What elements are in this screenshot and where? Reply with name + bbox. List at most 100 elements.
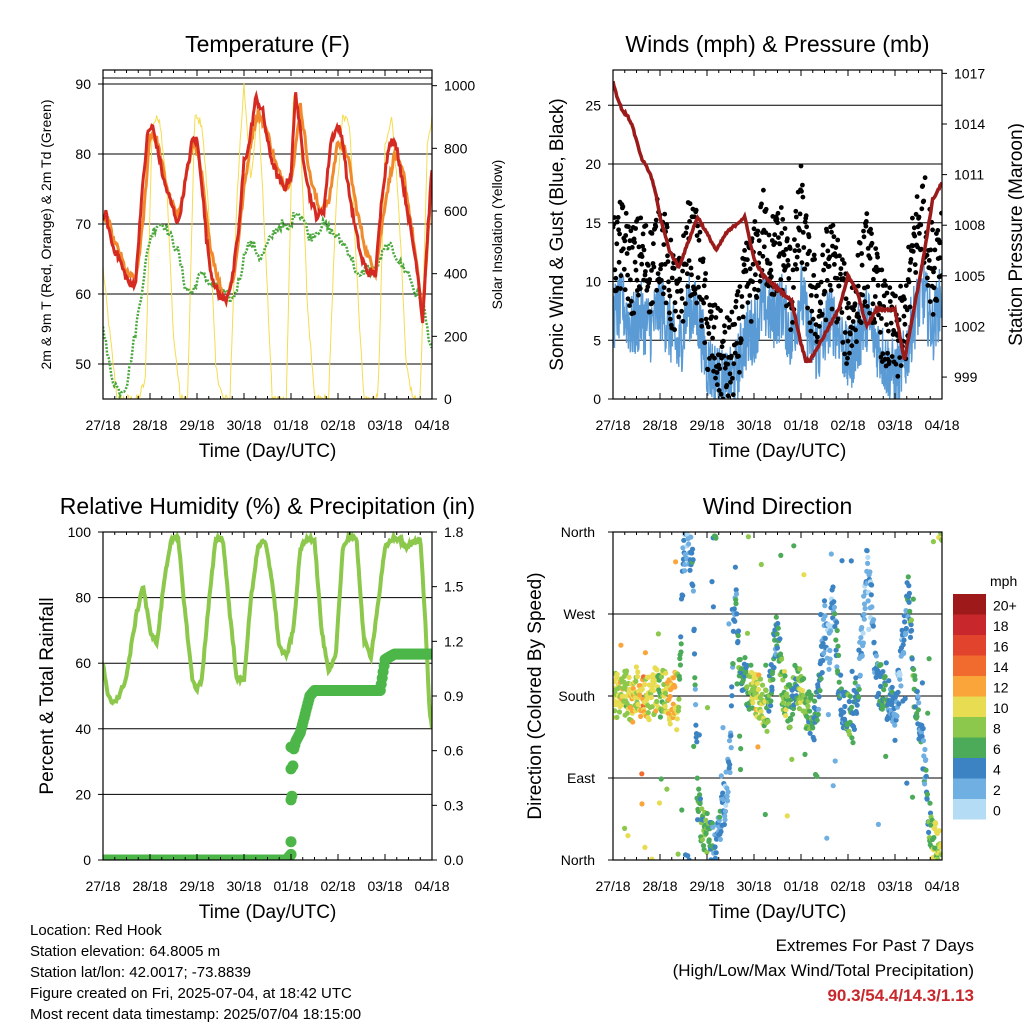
direction-point: [681, 537, 687, 543]
gust-point: [629, 245, 635, 250]
gust-point: [711, 324, 717, 330]
direction-ytick-label: West: [563, 606, 595, 622]
gust-point: [916, 214, 922, 220]
speed-legend-label: 8: [993, 720, 1001, 736]
direction-point: [789, 756, 795, 763]
gust-point: [800, 194, 806, 200]
gust-point: [651, 264, 657, 270]
gust-point: [872, 294, 878, 299]
direction-point: [693, 722, 699, 728]
direction-point: [817, 688, 823, 694]
gust-point: [651, 241, 656, 247]
direction-point: [637, 692, 643, 698]
temperature-xtick-label: 04/18: [414, 417, 449, 433]
gust-point: [859, 262, 865, 268]
direction-point: [883, 753, 889, 760]
direction-point: [833, 647, 839, 653]
gust-point: [843, 296, 849, 302]
winds-ytick-right-label: 1011: [954, 167, 984, 183]
direction-point: [831, 599, 837, 605]
direction-point: [654, 698, 660, 705]
gust-point: [868, 226, 873, 232]
gust-point: [854, 339, 859, 345]
direction-point: [820, 657, 826, 664]
gust-point: [665, 253, 670, 259]
gust-point: [724, 383, 730, 388]
direction-point: [846, 698, 852, 705]
direction-point: [852, 680, 858, 686]
direction-point: [914, 714, 920, 720]
speed-legend-swatch: [953, 778, 986, 799]
direction-point: [926, 829, 932, 836]
gust-point: [862, 299, 868, 305]
direction-point: [735, 633, 741, 639]
direction-point: [648, 694, 655, 701]
gust-point: [928, 247, 934, 253]
direction-point: [774, 631, 780, 637]
direction-point: [735, 628, 742, 634]
gust-point: [910, 243, 916, 249]
direction-point: [692, 686, 698, 692]
direction-xtick-label: 27/18: [595, 878, 630, 894]
station-latlon: Station lat/lon: 42.0017; -73.8839: [30, 964, 252, 981]
direction-point: [836, 679, 842, 685]
humidity-xtick-label: 03/18: [367, 878, 402, 894]
direction-point: [820, 640, 826, 647]
gust-point: [704, 295, 709, 300]
direction-point: [730, 661, 736, 667]
direction-point: [816, 706, 822, 712]
direction-point: [854, 710, 860, 716]
gust-point: [884, 290, 890, 296]
direction-point: [748, 662, 754, 668]
direction-point: [879, 702, 885, 708]
gust-point: [834, 276, 840, 281]
gust-point: [616, 227, 621, 233]
direction-point: [908, 617, 915, 623]
direction-point: [927, 800, 933, 806]
direction-point: [735, 638, 741, 645]
gust-point: [811, 252, 817, 258]
winds-ylabel-right: Station Pressure (Maroon): [1006, 123, 1024, 346]
gust-point: [849, 343, 855, 349]
direction-point: [849, 704, 855, 710]
gust-point: [649, 231, 655, 236]
gust-point: [752, 286, 757, 292]
direction-point: [633, 678, 639, 685]
gust-point: [795, 243, 801, 248]
gust-point: [702, 277, 708, 283]
direction-point: [682, 568, 688, 574]
direction-point: [835, 643, 841, 649]
gust-point: [691, 214, 697, 220]
direction-point: [662, 703, 668, 710]
gust-point: [732, 350, 738, 356]
gust-point: [633, 226, 638, 231]
gust-point: [702, 340, 708, 346]
gust-point: [856, 314, 862, 320]
gust-point: [755, 287, 761, 293]
gust-point: [893, 361, 899, 367]
gust-point: [878, 354, 884, 360]
direction-point: [635, 669, 641, 675]
direction-point: [765, 718, 771, 725]
gust-point: [912, 233, 918, 239]
gust-point: [631, 310, 637, 316]
gust-point: [661, 285, 667, 290]
gust-point: [845, 338, 851, 344]
direction-point: [712, 855, 718, 860]
winds-ytick-label: 10: [585, 274, 601, 290]
gust-point: [683, 230, 689, 236]
direction-point: [745, 534, 752, 540]
winds-xtick-label: 01/18: [783, 417, 818, 433]
gust-point: [748, 319, 754, 324]
direction-point: [658, 776, 664, 782]
gust-point: [934, 298, 940, 303]
humidity-xtick-label: 27/18: [85, 878, 120, 894]
gust-point: [800, 182, 805, 188]
direction-point: [686, 857, 692, 860]
speed-legend-swatch: [953, 799, 986, 820]
temperature-ylabel-right: Solar Insolation (Yellow): [489, 160, 505, 310]
gust-point: [638, 215, 644, 221]
gust-point: [686, 258, 692, 263]
station-info: Location: Red Hook Station elevation: 64…: [30, 920, 361, 1025]
gust-point: [791, 285, 796, 290]
